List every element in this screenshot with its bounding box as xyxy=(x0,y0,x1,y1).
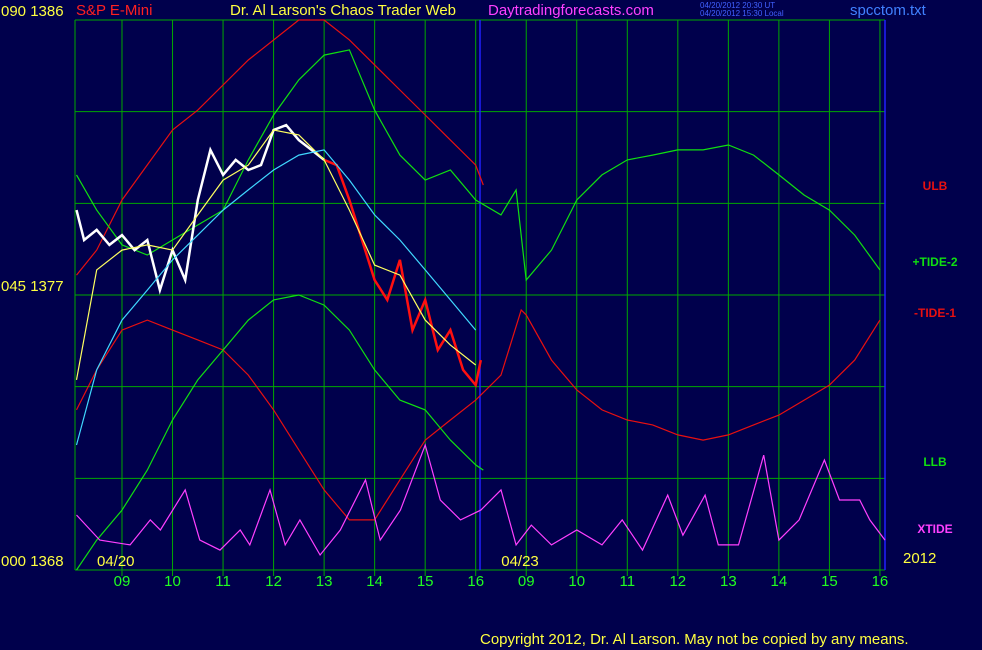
x-tick-label: 09 xyxy=(518,573,535,590)
series-line xyxy=(75,149,477,446)
legend-label: ULB xyxy=(923,179,948,193)
series-line xyxy=(76,294,484,571)
x-tick-label: 10 xyxy=(568,573,585,590)
legend-label: LLB xyxy=(923,455,947,469)
series-line xyxy=(76,19,484,276)
x-tick-label: 13 xyxy=(316,573,333,590)
x-tick-label: 16 xyxy=(872,573,889,590)
x-tick-label: 10 xyxy=(164,573,181,590)
series-line xyxy=(75,49,881,282)
x-tick-label: 15 xyxy=(821,573,838,590)
date-label: 04/23 xyxy=(501,553,539,570)
x-tick-label: 11 xyxy=(620,573,636,590)
series-line xyxy=(76,443,886,557)
x-tick-label: 12 xyxy=(265,573,282,590)
timestamp: 04/20/2012 15:30 Local xyxy=(700,9,784,18)
x-tick-label: 13 xyxy=(720,573,737,590)
series-line xyxy=(75,308,881,521)
y-tick-label: 000 1368 xyxy=(1,553,64,570)
date-label: 04/20 xyxy=(97,553,135,570)
x-tick-label: 15 xyxy=(417,573,434,590)
instrument: S&P E-Mini xyxy=(76,2,152,19)
legend-label: -TIDE-1 xyxy=(914,306,956,320)
x-tick-label: 14 xyxy=(366,573,383,590)
series-line xyxy=(323,158,483,388)
x-tick-label: 16 xyxy=(467,573,484,590)
x-tick-label: 12 xyxy=(669,573,686,590)
series-line xyxy=(75,129,477,381)
legend-label: +TIDE-2 xyxy=(912,255,957,269)
y-tick-label: 090 1386 xyxy=(1,3,64,20)
legend-label: XTIDE xyxy=(917,522,952,536)
year: 2012 xyxy=(903,550,936,567)
file-name: spcctom.txt xyxy=(850,2,927,19)
copyright: Copyright 2012, Dr. Al Larson. May not b… xyxy=(480,631,909,648)
x-tick-label: 09 xyxy=(114,573,131,590)
y-tick-label: 045 1377 xyxy=(1,278,64,295)
x-tick-label: 14 xyxy=(771,573,788,590)
site: Daytradingforecasts.com xyxy=(488,2,654,19)
x-tick-label: 11 xyxy=(215,573,231,590)
series-line xyxy=(75,123,325,295)
timestamp: 04/20/2012 20:30 UT xyxy=(700,1,775,10)
chart-title: Dr. Al Larson's Chaos Trader Web xyxy=(230,2,456,19)
